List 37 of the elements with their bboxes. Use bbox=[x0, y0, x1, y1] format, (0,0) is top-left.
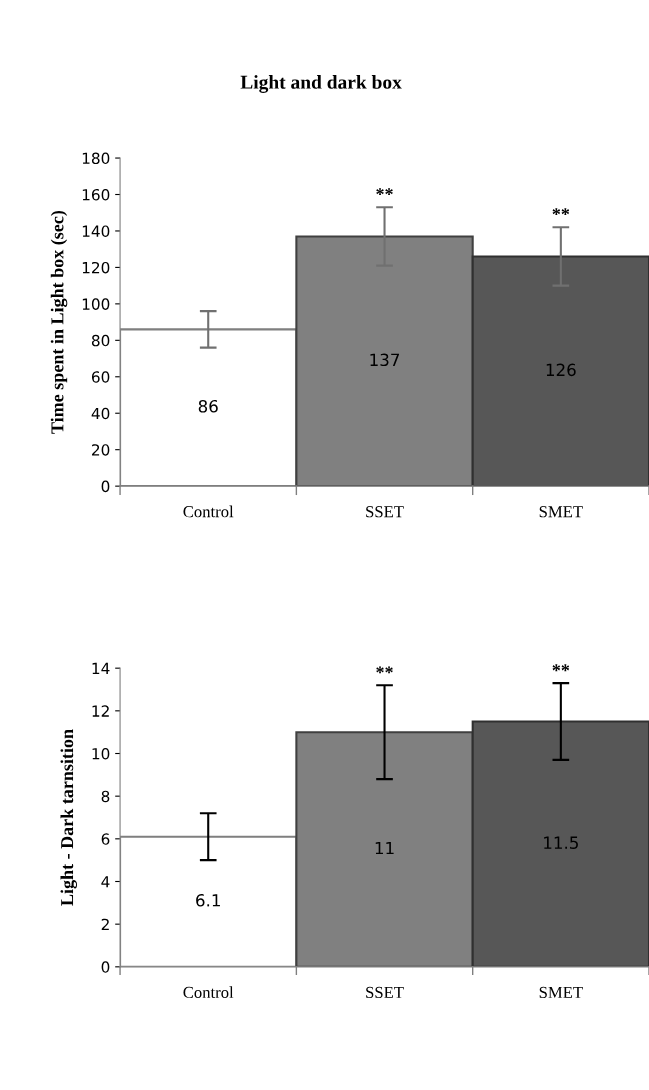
y-axis-title: Time spent in Light box (sec) bbox=[50, 210, 68, 434]
y-tick-label: 10 bbox=[92, 747, 110, 760]
x-tick-label: SSET bbox=[366, 506, 404, 518]
y-tick-label: 0 bbox=[101, 480, 110, 493]
data-label: 86 bbox=[198, 399, 218, 413]
y-tick-label: 120 bbox=[82, 261, 110, 274]
y-tick-label: 40 bbox=[91, 407, 110, 420]
x-tick-label: Control bbox=[183, 986, 234, 998]
y-tick-label: 6 bbox=[101, 833, 110, 845]
chart-title: Light and dark box bbox=[240, 75, 402, 93]
y-tick-label: 60 bbox=[91, 371, 110, 383]
x-tick-label: SMET bbox=[539, 506, 583, 518]
y-tick-label: 2 bbox=[101, 918, 109, 930]
annotation: ** bbox=[552, 208, 570, 216]
y-tick-label: 12 bbox=[92, 705, 109, 717]
annotation: ** bbox=[552, 664, 570, 672]
y-tick-label: 14 bbox=[92, 662, 110, 674]
annotation: ** bbox=[376, 188, 393, 196]
y-tick-label: 100 bbox=[82, 298, 110, 310]
y-axis-title: Light - Dark tarnsition bbox=[60, 729, 78, 906]
y-tick-label: 0 bbox=[101, 961, 110, 973]
y-tick-label: 20 bbox=[92, 444, 110, 456]
data-label: 126 bbox=[546, 363, 576, 377]
y-tick-label: 4 bbox=[101, 876, 110, 888]
data-label: 6.1 bbox=[196, 893, 220, 907]
x-tick-label: SSET bbox=[366, 986, 404, 998]
y-tick-label: 180 bbox=[82, 152, 110, 165]
y-tick-label: 8 bbox=[101, 790, 110, 803]
x-tick-label: Control bbox=[183, 505, 234, 518]
data-label: 137 bbox=[370, 353, 400, 367]
data-label: 11.5 bbox=[544, 836, 578, 849]
y-tick-label: 140 bbox=[82, 225, 110, 237]
data-label: 11 bbox=[375, 841, 394, 855]
y-tick-label: 160 bbox=[82, 188, 110, 201]
annotation: ** bbox=[376, 666, 393, 674]
x-tick-label: SMET bbox=[539, 986, 583, 998]
y-tick-label: 80 bbox=[91, 334, 110, 347]
